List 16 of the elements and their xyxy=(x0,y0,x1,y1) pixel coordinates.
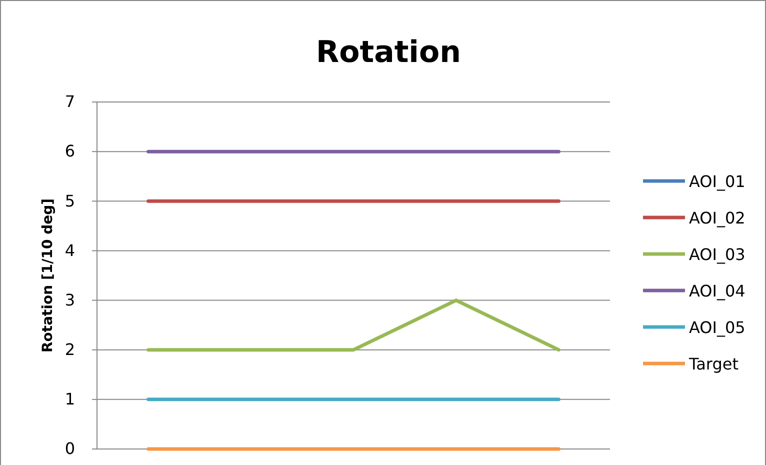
y-tick-label: 3 xyxy=(64,290,75,310)
y-tick-label: 4 xyxy=(64,240,75,260)
chart-title: Rotation xyxy=(316,35,461,70)
y-tick-label: 2 xyxy=(64,340,75,359)
legend-label: AOI_03 xyxy=(689,245,746,264)
legend-label: AOI_05 xyxy=(689,318,746,337)
y-tick-label: 1 xyxy=(64,390,75,409)
y-tick-label: 0 xyxy=(64,439,75,458)
y-tick-label: 5 xyxy=(64,191,75,210)
y-tick-label: 7 xyxy=(64,92,75,112)
legend-label: AOI_02 xyxy=(689,208,746,228)
legend-label: AOI_04 xyxy=(689,282,746,300)
legend-label: AOI_01 xyxy=(689,172,746,191)
y-tick-label: 6 xyxy=(64,142,75,161)
legend-label: Target xyxy=(688,354,738,374)
y-axis-title: Rotation [1/10 deg] xyxy=(40,198,56,353)
